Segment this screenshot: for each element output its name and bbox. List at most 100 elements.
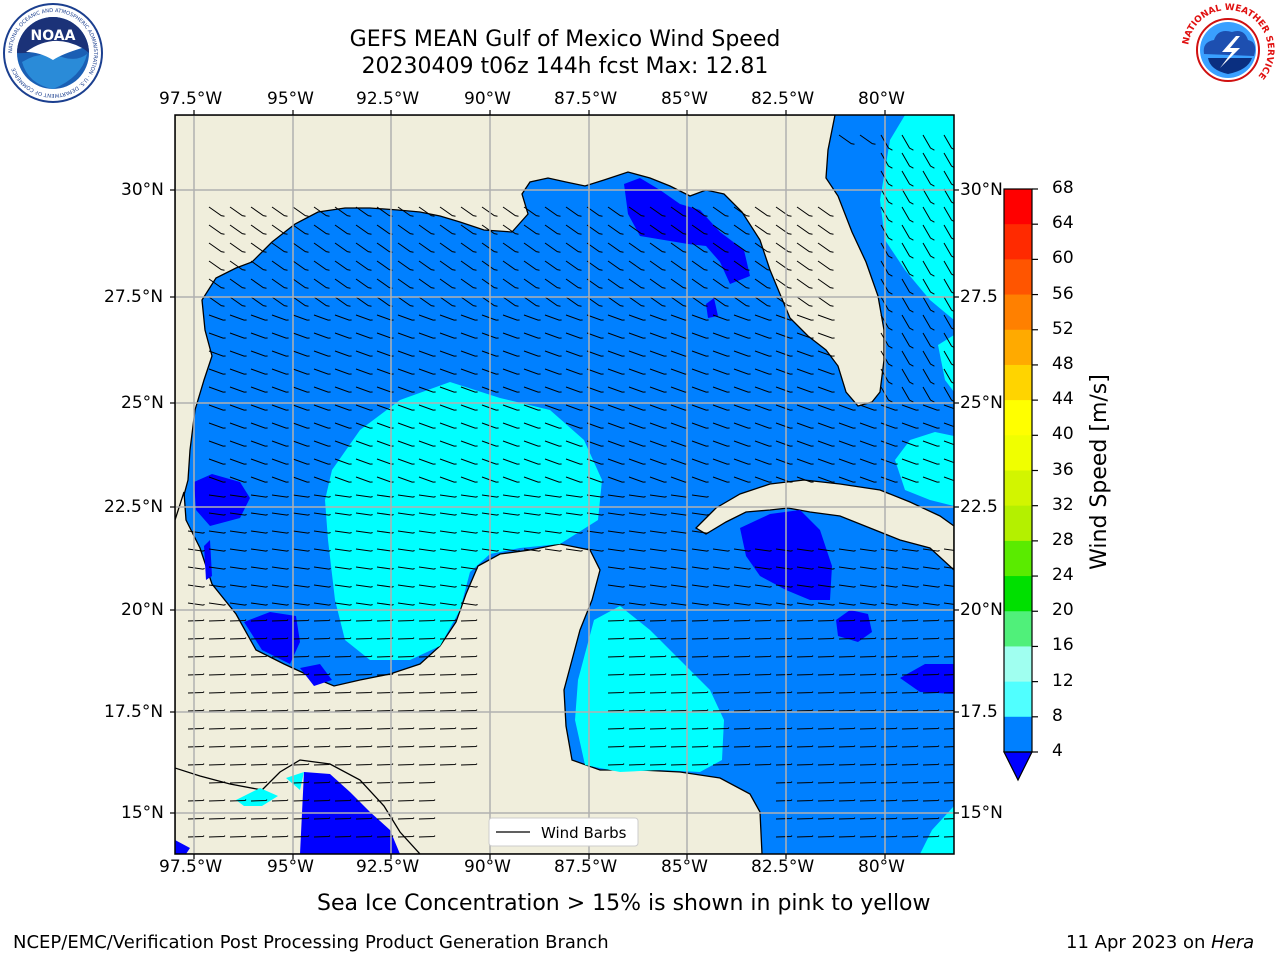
- wind-barb: [901, 835, 919, 838]
- wind-barb: [313, 512, 331, 516]
- wind-barb: [334, 655, 352, 658]
- wind-barb: [187, 637, 205, 640]
- wind-barb: [796, 296, 813, 307]
- wind-barb: [838, 476, 856, 483]
- wind-barb: [775, 799, 793, 802]
- wind-barb: [880, 584, 898, 588]
- wind-barb: [754, 619, 772, 622]
- wind-barb: [607, 566, 625, 570]
- wind-barb: [796, 476, 814, 483]
- wind-barb: [313, 637, 331, 640]
- wind-barb: [271, 745, 289, 748]
- wind-barb: [691, 566, 709, 570]
- wind-barb: [565, 278, 582, 289]
- wind-barb: [418, 619, 436, 622]
- wind-barb: [187, 584, 205, 588]
- wind-barb: [754, 422, 772, 429]
- wind-barb: [418, 655, 436, 658]
- wind-barb: [250, 224, 267, 235]
- lat-tick-left-22.5: 22.5°N: [104, 497, 164, 517]
- wind-barb: [628, 727, 646, 730]
- wind-barb: [754, 332, 772, 339]
- wind-barb: [943, 584, 954, 587]
- wind-barb: [502, 548, 520, 552]
- wind-barb: [397, 691, 415, 694]
- wind-barb: [313, 602, 331, 606]
- wind-barb: [691, 512, 709, 516]
- wind-barb: [250, 278, 267, 289]
- wind-barb: [901, 619, 919, 622]
- colorbar-swatch: [1004, 400, 1032, 436]
- wind-barb: [481, 494, 499, 498]
- wind-barb: [796, 242, 813, 253]
- wind-barb: [418, 386, 436, 393]
- wind-barb: [313, 655, 331, 658]
- wind-barb: [502, 296, 519, 307]
- wind-barb: [628, 584, 646, 588]
- wind-barb: [397, 781, 415, 784]
- wind-barb: [922, 691, 940, 694]
- wind-barb: [292, 404, 310, 411]
- wind-barb: [376, 566, 394, 570]
- wind-barb: [628, 476, 646, 483]
- wind-barb: [754, 314, 772, 321]
- wind-barb: [796, 637, 814, 640]
- wind-barb: [649, 548, 667, 552]
- wind-barb: [313, 691, 331, 694]
- wind-barb: [775, 440, 793, 447]
- wind-barb: [334, 691, 352, 694]
- wind-barb: [628, 602, 646, 606]
- wind-barb: [397, 296, 414, 307]
- wind-barb: [418, 691, 436, 694]
- wind-barb: [754, 224, 771, 235]
- wind-barb: [733, 278, 750, 289]
- wind-barb: [271, 314, 289, 321]
- wind-barb: [628, 709, 646, 712]
- wind-barb: [397, 637, 415, 640]
- wind-barb: [439, 260, 456, 271]
- wind-barb: [943, 476, 954, 482]
- wind-barb: [208, 314, 226, 321]
- wind-barb: [355, 709, 373, 712]
- wind-barb: [397, 206, 414, 217]
- wind-barb: [796, 727, 814, 730]
- wind-barb: [481, 350, 499, 357]
- wind-barb: [313, 458, 331, 465]
- wind-barb: [271, 332, 289, 339]
- wind-barb: [418, 260, 435, 271]
- wind-barb: [229, 296, 246, 307]
- wind-barb: [607, 673, 625, 676]
- wind-barb: [334, 404, 352, 411]
- wind-barb: [838, 637, 856, 640]
- wind-barb: [397, 745, 415, 748]
- wind-barb: [229, 566, 247, 570]
- wind-barb: [586, 278, 603, 289]
- wind-barb: [439, 224, 456, 235]
- wind-barb: [208, 655, 226, 658]
- wind-barb: [586, 512, 604, 516]
- wind-barb: [859, 673, 877, 676]
- wind-barb: [712, 332, 730, 339]
- lon-tick-bottom-87.5: 87.5°W: [554, 857, 618, 877]
- wind-barb: [523, 548, 541, 552]
- wind-barb: [880, 188, 893, 205]
- wind-barb: [796, 619, 814, 622]
- wind-barb: [229, 386, 247, 393]
- wind-barb: [733, 404, 751, 411]
- wind-barb: [817, 655, 835, 658]
- wind-barb: [271, 584, 289, 588]
- wind-barb: [691, 548, 709, 552]
- wind-barb: [649, 386, 667, 393]
- wind-barb: [439, 350, 457, 357]
- wind-barb: [586, 350, 604, 357]
- wind-barb: [271, 637, 289, 640]
- wind-barb: [397, 619, 415, 622]
- wind-barb: [544, 422, 562, 429]
- wind-barb: [775, 476, 793, 483]
- wind-barb: [859, 134, 876, 145]
- wind-barb: [544, 242, 561, 253]
- colorbar-tick-label: 32: [1052, 494, 1074, 515]
- wind-barb: [775, 745, 793, 748]
- wind-barb: [796, 206, 813, 217]
- wind-barb: [565, 386, 583, 393]
